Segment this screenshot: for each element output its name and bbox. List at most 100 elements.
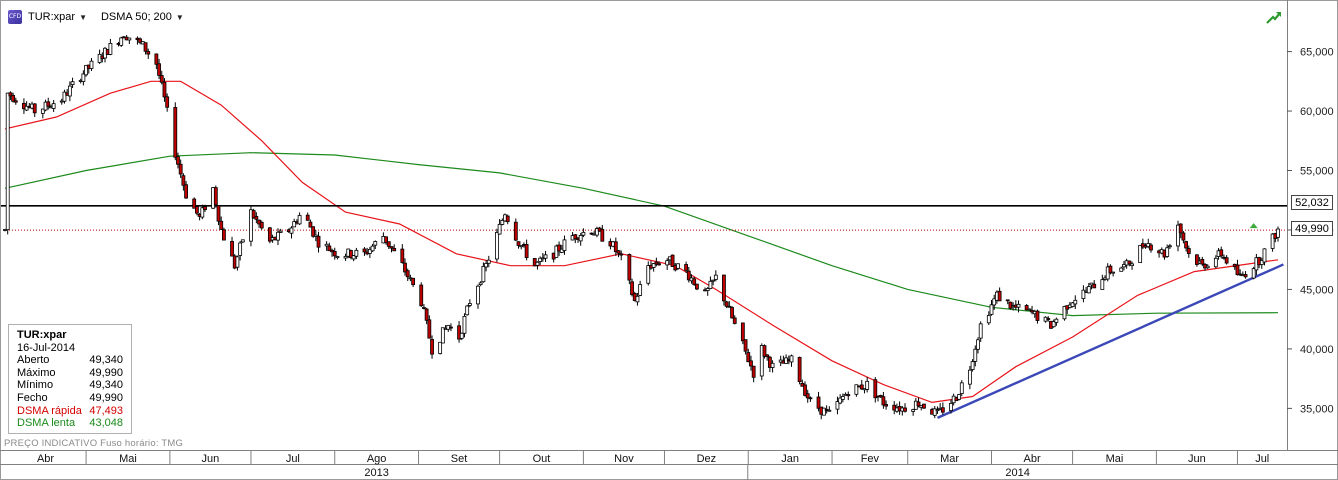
- candle-body: [535, 261, 540, 266]
- candle-body: [367, 248, 372, 254]
- candle-body: [495, 232, 499, 260]
- candle-body: [657, 263, 661, 266]
- last-price-tag: 49,990: [1291, 221, 1333, 236]
- candle-body: [805, 393, 810, 399]
- candle-body: [1200, 259, 1205, 265]
- candle-body: [392, 247, 397, 252]
- candle-body: [411, 277, 416, 286]
- candle-body: [335, 256, 340, 259]
- candle-body: [865, 380, 870, 390]
- candle-body: [438, 341, 443, 354]
- candle-body: [330, 249, 334, 253]
- candle-body: [959, 382, 964, 394]
- candle-body: [973, 348, 978, 362]
- candle-body: [465, 305, 470, 316]
- candle-body: [332, 251, 337, 257]
- candle-body: [1062, 306, 1067, 320]
- candle-body: [497, 223, 502, 235]
- candle-body: [1046, 318, 1051, 320]
- indicator-selector[interactable]: DSMA 50; 200 ▼: [101, 11, 184, 23]
- candle-body: [654, 261, 659, 265]
- support-trendline: [936, 263, 1284, 419]
- candle-body: [11, 94, 16, 102]
- candle-body: [976, 339, 980, 350]
- candle-body: [1005, 299, 1010, 302]
- candle-body: [573, 234, 578, 240]
- candle-body: [462, 316, 467, 334]
- candle-body: [992, 298, 997, 306]
- month-label: Ago: [367, 453, 387, 465]
- candle-body: [267, 227, 272, 242]
- candle-body: [349, 250, 353, 258]
- candle-body: [238, 242, 243, 256]
- candle-body: [751, 365, 756, 378]
- candle-body: [289, 227, 294, 234]
- candle-body: [213, 187, 218, 206]
- candle-body: [670, 254, 675, 267]
- candle-body: [1130, 263, 1134, 267]
- moving-averages: [4, 80, 1279, 404]
- candle-body: [513, 221, 518, 241]
- candle-body: [484, 263, 488, 268]
- candle-body: [1054, 318, 1059, 323]
- candle-body: [216, 205, 221, 222]
- candle-body: [146, 51, 151, 55]
- candle-body: [478, 282, 483, 285]
- candle-body: [324, 243, 329, 247]
- resistance-price-tag: 52,032: [1291, 195, 1333, 210]
- candle-body: [181, 175, 186, 186]
- candle-body: [1270, 233, 1275, 249]
- candle-body: [1008, 301, 1013, 309]
- candle-body: [838, 397, 843, 404]
- y-tick-label: 35,000: [1300, 403, 1334, 415]
- info-symbol: TUR:xpar: [17, 329, 67, 341]
- candle-body: [1024, 305, 1029, 311]
- candle-body: [516, 241, 521, 246]
- candle-body: [308, 221, 313, 228]
- candle-body: [200, 207, 205, 218]
- candle-body: [159, 75, 164, 83]
- candle-body: [989, 304, 994, 315]
- candle-body: [84, 64, 88, 76]
- price-alert-icon: [1249, 223, 1258, 229]
- candle-body: [543, 254, 548, 259]
- candle-body: [713, 274, 718, 280]
- candle-body: [259, 221, 264, 229]
- candle-body: [467, 303, 472, 306]
- candle-body: [249, 209, 253, 242]
- candle-body: [173, 107, 178, 158]
- candle-body: [192, 198, 197, 209]
- chevron-down-icon: ▼: [79, 12, 87, 22]
- candle-body: [878, 395, 883, 398]
- candle-body: [13, 100, 18, 103]
- candle-body: [276, 231, 280, 241]
- y-tick-label: 55,000: [1300, 166, 1334, 178]
- candle-body: [1167, 245, 1172, 248]
- candle-body: [759, 345, 764, 377]
- candle-body: [476, 285, 480, 305]
- candle-body: [1138, 244, 1143, 264]
- candle-body: [816, 396, 821, 409]
- candle-body: [292, 221, 297, 228]
- candle-body: [457, 325, 461, 340]
- candle-body: [743, 339, 748, 352]
- candle-body: [932, 408, 937, 416]
- instrument-selector[interactable]: TUR:xpar ▼: [28, 11, 87, 23]
- trend-up-arrow-icon[interactable]: [1266, 10, 1282, 24]
- candle-body: [403, 262, 407, 273]
- candle-body: [449, 326, 453, 329]
- year-label: 2014: [1005, 467, 1029, 479]
- candle-body: [684, 264, 688, 271]
- candle-body: [1186, 248, 1191, 254]
- candle-body: [562, 239, 567, 251]
- candle-body: [940, 407, 945, 413]
- candle-body: [1092, 283, 1097, 289]
- info-row-dsma-fast: DSMA rápida 47,493: [17, 404, 123, 417]
- candle-body: [986, 315, 991, 324]
- candle-body: [384, 236, 388, 243]
- candle-body: [1235, 264, 1240, 276]
- candle-body: [727, 305, 732, 308]
- candle-body: [176, 156, 180, 165]
